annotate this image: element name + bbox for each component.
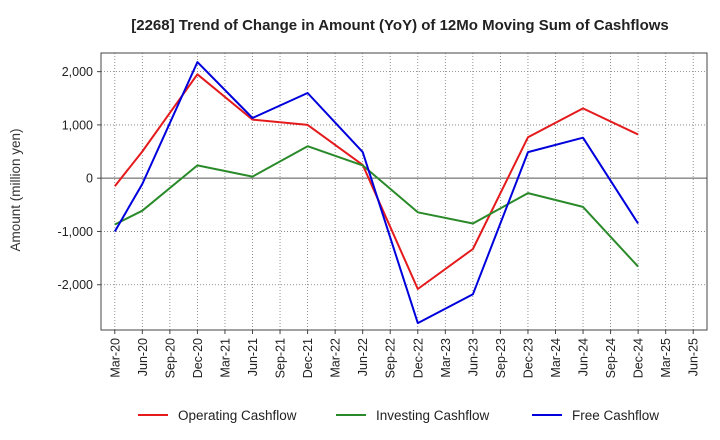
x-tick-label: Dec-21 <box>301 338 315 378</box>
chart-title: [2268] Trend of Change in Amount (YoY) o… <box>131 17 669 34</box>
x-tick-label: Jun-24 <box>577 338 591 376</box>
x-tick-label: Sep-24 <box>604 338 618 378</box>
x-tick-label: Sep-23 <box>494 338 508 378</box>
x-tick-label: Dec-23 <box>521 338 535 378</box>
x-tick-label: Dec-24 <box>632 338 646 378</box>
series-group <box>113 61 639 325</box>
y-tick-label: -2,000 <box>58 278 93 292</box>
y-tick-label: -1,000 <box>58 225 93 239</box>
x-tick-label: Sep-21 <box>274 338 288 378</box>
y-tick-label: 0 <box>86 172 93 186</box>
y-tick-labels: 2,000 1,000 0 -1,000 -2,000 <box>58 65 101 292</box>
x-tick-label: Mar-21 <box>218 338 232 378</box>
x-tick-label: Jun-25 <box>687 338 701 376</box>
series-line-operating-cashflow <box>114 73 639 290</box>
x-tick-label: Sep-22 <box>384 338 398 378</box>
x-tick-label: Mar-25 <box>659 338 673 378</box>
x-tick-label: Mar-23 <box>439 338 453 378</box>
series-line-free-cashflow <box>113 61 639 325</box>
y-axis-label: Amount (million yen) <box>8 128 23 251</box>
x-tick-label: Sep-20 <box>163 338 177 378</box>
legend-label-operating-cashflow: Operating Cashflow <box>178 408 297 423</box>
x-tick-label: Mar-22 <box>329 338 343 378</box>
x-tick-label: Dec-20 <box>191 338 205 378</box>
legend-label-free-cashflow: Free Cashflow <box>572 408 659 423</box>
x-tick-label: Jun-20 <box>136 338 150 376</box>
x-tick-label: Mar-24 <box>549 338 563 378</box>
x-tick-label: Jun-21 <box>246 338 260 376</box>
plot-frame <box>100 52 708 331</box>
grid <box>101 53 707 330</box>
x-tick-label: Jun-22 <box>356 338 370 376</box>
x-tick-labels: Mar-20 Jun-20 Sep-20 Dec-20 Mar-21 Jun-21 Sep-… <box>108 330 701 378</box>
y-tick-label: 2,000 <box>62 65 93 79</box>
x-tick-label: Mar-20 <box>108 338 122 378</box>
legend-label-investing-cashflow: Investing Cashflow <box>376 408 490 423</box>
x-tick-label: Dec-22 <box>411 338 425 378</box>
series-line-investing-cashflow <box>114 145 639 268</box>
y-tick-label: 1,000 <box>62 118 93 132</box>
x-tick-label: Jun-23 <box>466 338 480 376</box>
legend: Operating Cashflow Investing Cashflow Free… <box>138 408 659 423</box>
